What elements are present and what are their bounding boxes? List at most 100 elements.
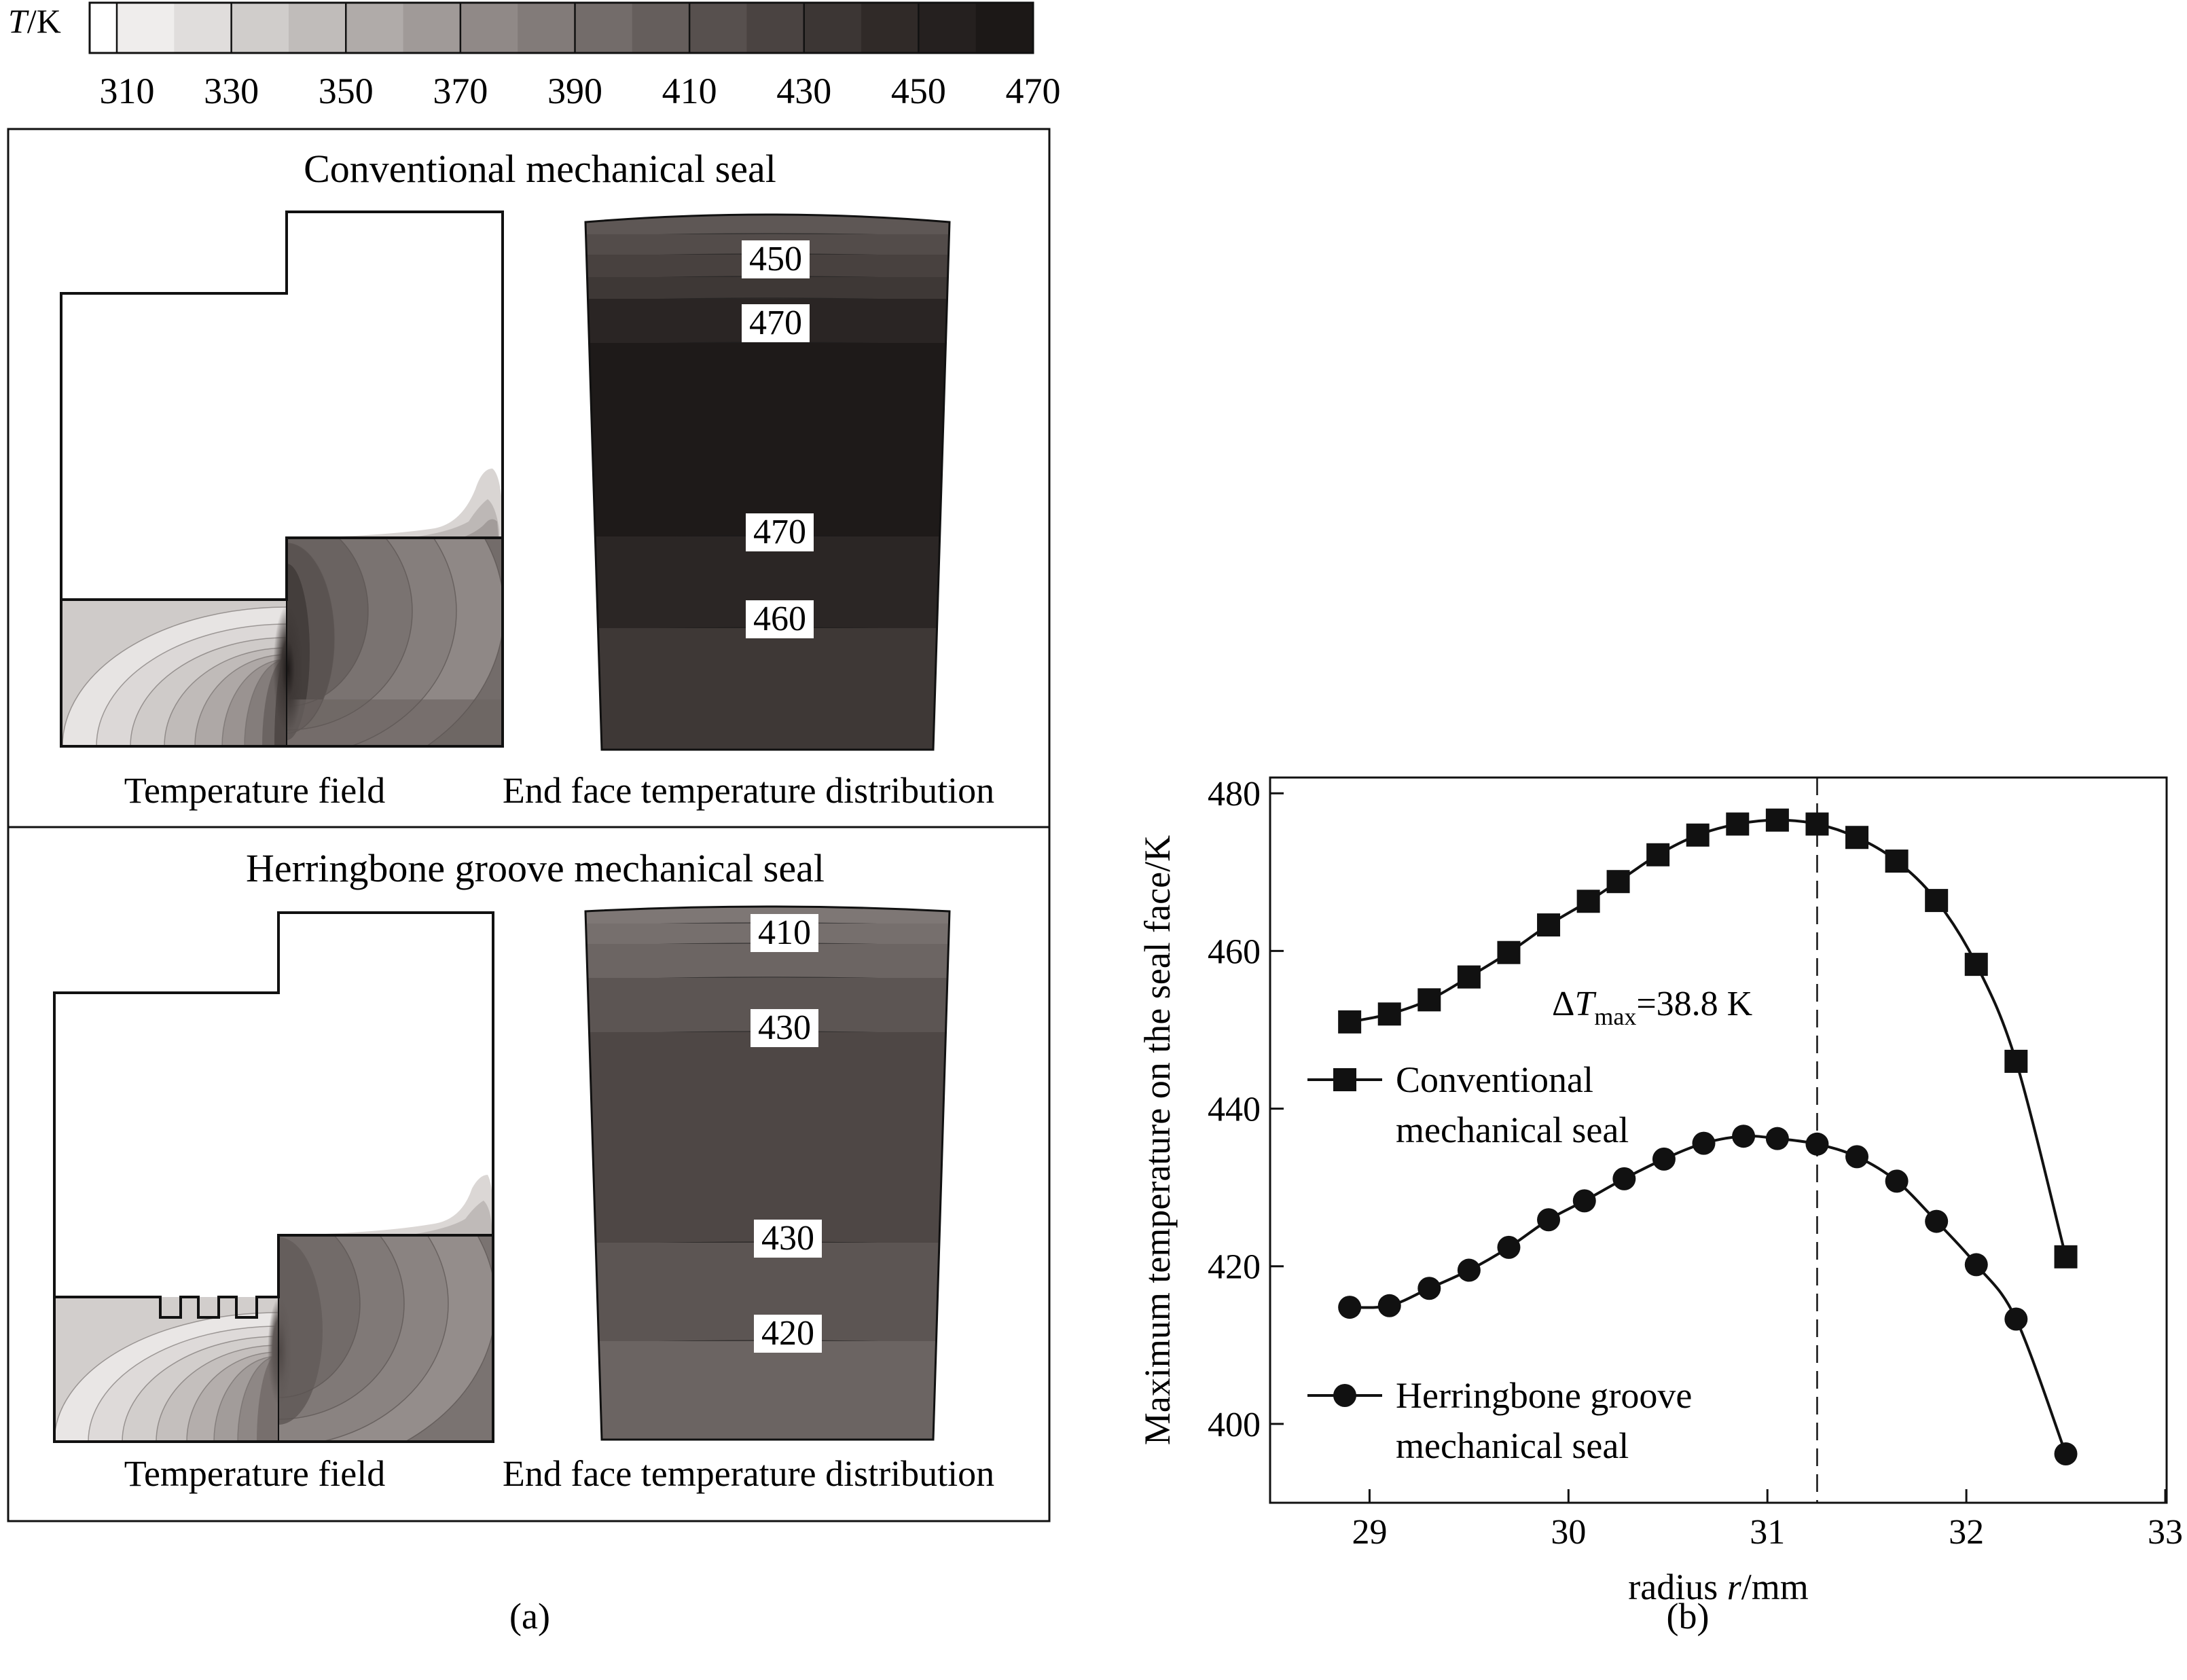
- data-point-square: [1457, 965, 1481, 989]
- end-face-band: [585, 277, 950, 299]
- colorbar-swatch: [90, 3, 118, 53]
- data-point-circle: [1885, 1169, 1909, 1193]
- plot-frame: [1269, 776, 2168, 1504]
- end-face-label-box: [754, 1315, 822, 1353]
- data-point-circle: [1652, 1147, 1676, 1171]
- end-face-label-box: [751, 914, 818, 952]
- colorbar-swatch: [403, 3, 461, 53]
- data-point-square: [1497, 941, 1521, 964]
- end-face-label-box: [746, 600, 814, 638]
- delta-t-annotation: ΔTmax=38.8 K: [1552, 985, 1753, 1030]
- y-tick-label: 480: [1208, 775, 1261, 814]
- y-tick-label: 420: [1208, 1248, 1261, 1287]
- conventional-field-caption: Temperature field: [124, 770, 386, 811]
- panel-a-bottom-frame: [7, 826, 1051, 1522]
- end-face-band: [585, 628, 950, 750]
- conventional-title: Conventional mechanical seal: [304, 147, 776, 191]
- y-tick-label: 440: [1208, 1091, 1261, 1129]
- legend-marker-square: [1333, 1068, 1356, 1091]
- end-face-label-box: [746, 513, 814, 551]
- end-face-isoline: [577, 753, 958, 756]
- end-face-isoline: [577, 1442, 958, 1446]
- colorbar-swatches: [90, 3, 1034, 53]
- herringbone-title: Herringbone groove mechanical seal: [246, 846, 825, 890]
- colorbar-swatch: [288, 3, 346, 53]
- end-face-label: 460: [753, 600, 806, 638]
- end-face-label: 430: [761, 1219, 814, 1258]
- x-tick-label: 29: [1352, 1513, 1387, 1552]
- colorbar-tick-label: 390: [547, 71, 602, 111]
- y-axis-label: Maximum temperature on the seal face/K: [1137, 835, 1178, 1445]
- colorbar-swatch: [346, 3, 404, 53]
- data-point-circle: [1964, 1253, 1988, 1277]
- x-tick-label: 31: [1750, 1513, 1785, 1552]
- end-face-label: 410: [758, 913, 811, 952]
- data-point-circle: [1497, 1235, 1521, 1259]
- legend-label: mechanical seal: [1396, 1425, 1629, 1466]
- colorbar-tick-label: 330: [204, 71, 259, 111]
- data-point-circle: [1457, 1258, 1481, 1282]
- herringbone-temperature-field: [53, 911, 494, 1443]
- data-point-square: [1964, 953, 1988, 976]
- colorbar-swatch: [975, 3, 1034, 53]
- legend-label: Conventional: [1396, 1059, 1593, 1100]
- data-point-square: [2054, 1245, 2078, 1268]
- colorbar-swatch: [632, 3, 690, 53]
- colorbar-tick-label: 350: [319, 71, 374, 111]
- colorbar-ticks: 310 330 350 370 390 410 430 450 470: [100, 3, 1061, 111]
- data-point-circle: [1612, 1167, 1636, 1190]
- end-face-label-box: [751, 1009, 818, 1047]
- data-point-square: [1576, 890, 1600, 913]
- data-point-circle: [1732, 1125, 1756, 1148]
- end-face-label: 450: [749, 240, 802, 278]
- herringbone-field-caption: Temperature field: [124, 1453, 386, 1494]
- conventional-end-face: 450 470 470 460: [577, 213, 958, 756]
- panel-a-label: (a): [509, 1596, 550, 1637]
- conventional-end-caption: End face temperature distribution: [503, 770, 994, 811]
- x-tick-label: 33: [2148, 1513, 2183, 1552]
- colorbar-swatch: [117, 3, 175, 53]
- data-point-square: [2004, 1049, 2028, 1073]
- data-point-square: [1417, 988, 1441, 1012]
- data-point-square: [1805, 812, 1829, 836]
- data-point-square: [1765, 808, 1789, 832]
- y-tick-label: 460: [1208, 932, 1261, 971]
- colorbar-label: T/K: [8, 2, 61, 40]
- chart-b: 29 30 31 32 33 400 420 440 460 480 radius r/mm Maxi…: [1137, 775, 2183, 1607]
- end-face-label: 430: [758, 1008, 811, 1047]
- colorbar-swatch: [174, 3, 232, 53]
- colorbar-swatch: [918, 3, 977, 53]
- colorbar-swatch: [518, 3, 575, 53]
- data-point-circle: [1765, 1127, 1789, 1150]
- colorbar-swatch: [231, 3, 289, 53]
- end-face-label-box: [742, 304, 810, 342]
- colorbar-tick-label: 370: [433, 71, 488, 111]
- data-point-circle: [2054, 1442, 2078, 1466]
- x-tick-label: 30: [1551, 1513, 1586, 1552]
- end-face-label: 420: [761, 1314, 814, 1353]
- data-point-square: [1885, 850, 1909, 873]
- colorbar-swatch: [861, 3, 919, 53]
- conventional-temperature-field: [60, 211, 504, 748]
- end-face-band: [585, 1341, 950, 1440]
- data-point-square: [1646, 843, 1670, 866]
- colorbar-swatch: [575, 3, 633, 53]
- end-face-label: 470: [753, 513, 806, 551]
- herringbone-end-face: 410 430 430 420: [577, 905, 958, 1446]
- data-point-circle: [1377, 1294, 1401, 1317]
- colorbar: T/K 310 330 350 370 390 410 430 450 470: [8, 1, 1061, 111]
- colorbar-tick-label: 410: [662, 71, 717, 111]
- colorbar-swatch: [746, 3, 805, 53]
- herringbone-end-caption: End face temperature distribution: [503, 1453, 994, 1494]
- legend-label: mechanical seal: [1396, 1110, 1629, 1150]
- data-point-square: [1537, 913, 1561, 937]
- colorbar-swatch: [460, 3, 518, 53]
- x-tick-label: 32: [1949, 1513, 1984, 1552]
- data-point-circle: [2004, 1307, 2028, 1331]
- data-point-square: [1925, 889, 1949, 913]
- data-point-circle: [1925, 1209, 1949, 1233]
- end-face-label: 470: [749, 304, 802, 342]
- legend-label: Herringbone groove: [1396, 1375, 1692, 1416]
- data-point-square: [1606, 870, 1630, 894]
